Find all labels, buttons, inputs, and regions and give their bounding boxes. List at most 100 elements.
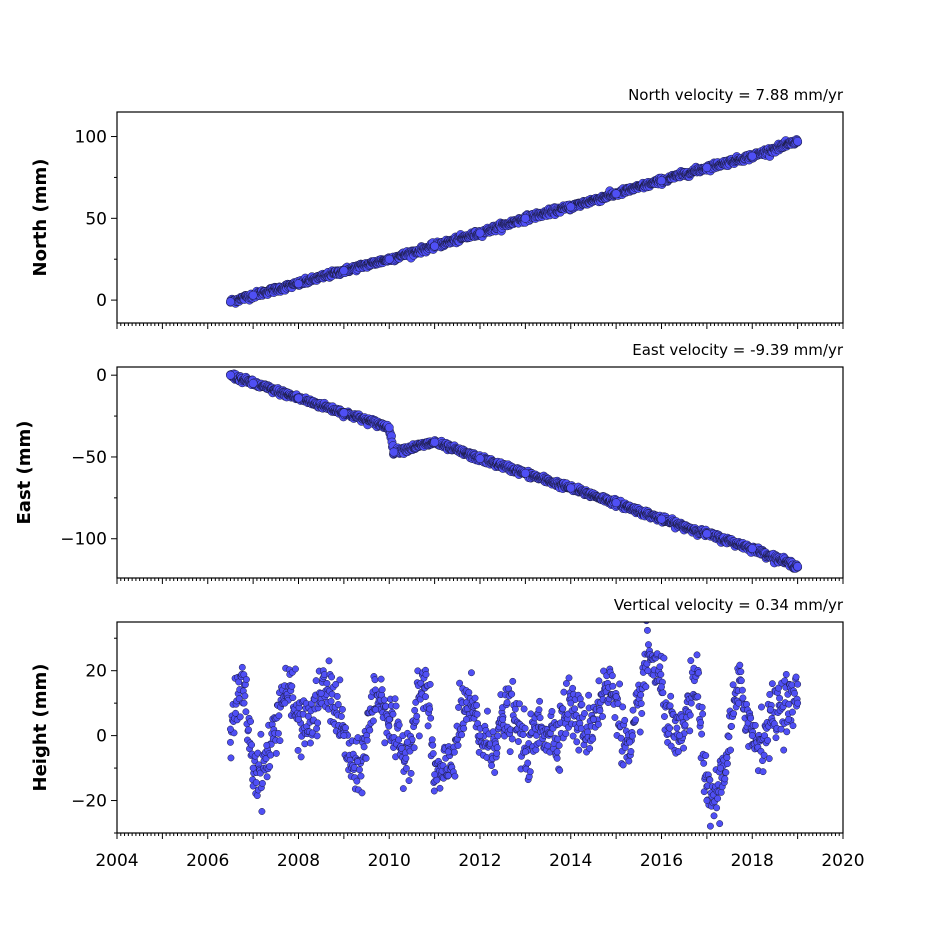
height-data-point xyxy=(493,744,501,752)
height-data-point xyxy=(713,804,721,812)
height-data-point xyxy=(777,725,785,733)
height-data-point xyxy=(658,683,665,691)
height-data-point xyxy=(267,751,275,759)
height-data-point xyxy=(520,705,528,713)
height-data-point xyxy=(659,689,667,697)
height-data-point xyxy=(727,746,734,754)
height-data-point xyxy=(556,766,564,774)
height-data-point xyxy=(589,715,597,723)
height-data-point xyxy=(611,714,619,721)
height-data-point xyxy=(738,686,746,694)
height-data-point xyxy=(468,669,475,677)
height-data-point xyxy=(258,779,266,787)
height-data-point xyxy=(619,761,627,769)
height-data-point xyxy=(410,744,418,752)
height-data-point xyxy=(772,734,780,742)
height-data-point xyxy=(766,706,774,714)
east-panel: 0 −50 −100 East (mm) East velocity = -9.39 m… xyxy=(14,341,844,584)
east-data-point xyxy=(339,408,349,418)
height-data-point xyxy=(788,681,796,689)
height-data-point xyxy=(276,737,284,745)
height-data-point xyxy=(627,748,635,755)
height-data-point xyxy=(462,715,470,723)
height-data-point xyxy=(262,755,270,762)
height-data-point xyxy=(544,742,552,750)
height-data-point xyxy=(765,755,773,763)
height-data-point xyxy=(516,700,523,708)
height-data-point xyxy=(717,764,724,772)
height-data-point xyxy=(527,710,535,718)
height-data-point xyxy=(751,721,759,729)
height-data-point xyxy=(503,699,511,707)
height-data-point xyxy=(723,760,731,768)
height-data-point xyxy=(417,679,425,687)
height-data-point xyxy=(327,697,335,705)
north-data-point xyxy=(339,266,349,276)
height-data-point xyxy=(402,754,410,762)
height-ytick-label: −20 xyxy=(71,792,107,812)
height-data-point xyxy=(586,745,594,752)
height-data-point xyxy=(258,808,266,815)
height-data-point xyxy=(450,748,458,756)
height-data-point xyxy=(609,682,617,690)
height-data-point xyxy=(245,726,252,734)
height-data-point xyxy=(735,699,743,707)
height-data-point xyxy=(761,732,769,740)
east-data-point xyxy=(566,483,576,493)
height-data-point xyxy=(710,812,718,820)
height-data-point xyxy=(226,738,234,746)
north-axes-frame xyxy=(116,111,844,324)
height-data-point xyxy=(562,730,570,738)
height-data-point xyxy=(667,692,675,700)
height-data-point xyxy=(780,746,788,754)
height-data-point xyxy=(758,703,765,711)
height-data-point xyxy=(567,699,575,707)
north-data-point xyxy=(430,241,440,251)
north-data-point xyxy=(384,254,394,264)
north-data-point xyxy=(520,213,530,223)
height-data-point xyxy=(242,676,250,683)
height-data-point xyxy=(380,696,388,704)
height-data-point xyxy=(581,709,588,717)
height-data-point xyxy=(460,725,468,732)
height-data-point xyxy=(488,762,496,769)
height-velocity-annotation: Vertical velocity = 0.34 mm/yr xyxy=(614,596,844,614)
height-data-point xyxy=(328,673,336,681)
height-data-point xyxy=(333,692,341,700)
height-data-point xyxy=(781,677,789,685)
height-data-point xyxy=(392,702,400,710)
height-scatter-series xyxy=(226,622,802,830)
height-data-point xyxy=(536,697,544,705)
height-data-point xyxy=(585,691,593,699)
height-data-point xyxy=(759,768,767,776)
height-data-point xyxy=(599,713,606,720)
height-data-point xyxy=(337,713,345,720)
height-data-point xyxy=(444,772,452,780)
height-data-point xyxy=(266,763,274,770)
height-xtick-label: 2010 xyxy=(368,851,411,871)
height-data-point xyxy=(595,677,603,685)
height-data-point xyxy=(776,694,784,702)
height-data-point xyxy=(369,717,377,725)
height-data-point xyxy=(608,672,616,680)
height-data-point xyxy=(456,679,464,687)
height-data-point xyxy=(614,700,622,708)
height-data-point xyxy=(656,663,664,671)
east-data-point xyxy=(702,529,712,539)
height-data-point xyxy=(288,682,296,690)
north-data-point xyxy=(793,136,803,146)
height-data-point xyxy=(275,712,283,720)
height-data-point xyxy=(431,771,439,779)
height-data-point xyxy=(338,706,346,713)
east-data-point xyxy=(384,423,394,432)
height-data-point xyxy=(257,730,265,738)
east-ytick-label: 0 xyxy=(96,366,107,386)
height-data-point xyxy=(737,668,745,676)
east-ytick-label: −50 xyxy=(71,448,107,468)
height-data-point xyxy=(693,651,701,659)
height-data-point xyxy=(454,742,462,749)
east-data-point xyxy=(520,468,530,478)
height-data-point xyxy=(699,710,707,718)
height-data-point xyxy=(353,777,361,785)
height-xtick-label: 2012 xyxy=(458,851,501,871)
